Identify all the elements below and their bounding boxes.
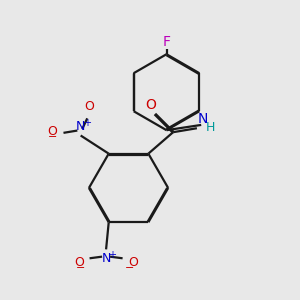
Text: N: N [101, 252, 111, 265]
Text: −: − [125, 263, 134, 273]
Text: H: H [206, 121, 215, 134]
Text: +: + [108, 250, 116, 260]
Text: +: + [82, 118, 91, 128]
Text: O: O [48, 125, 58, 138]
Text: −: − [76, 263, 86, 273]
Text: N: N [198, 112, 208, 126]
Text: O: O [128, 256, 138, 269]
Text: O: O [74, 256, 84, 269]
Text: F: F [163, 35, 170, 49]
Text: −: − [48, 132, 58, 142]
Text: O: O [84, 100, 94, 113]
Text: N: N [76, 120, 85, 133]
Text: O: O [146, 98, 156, 112]
